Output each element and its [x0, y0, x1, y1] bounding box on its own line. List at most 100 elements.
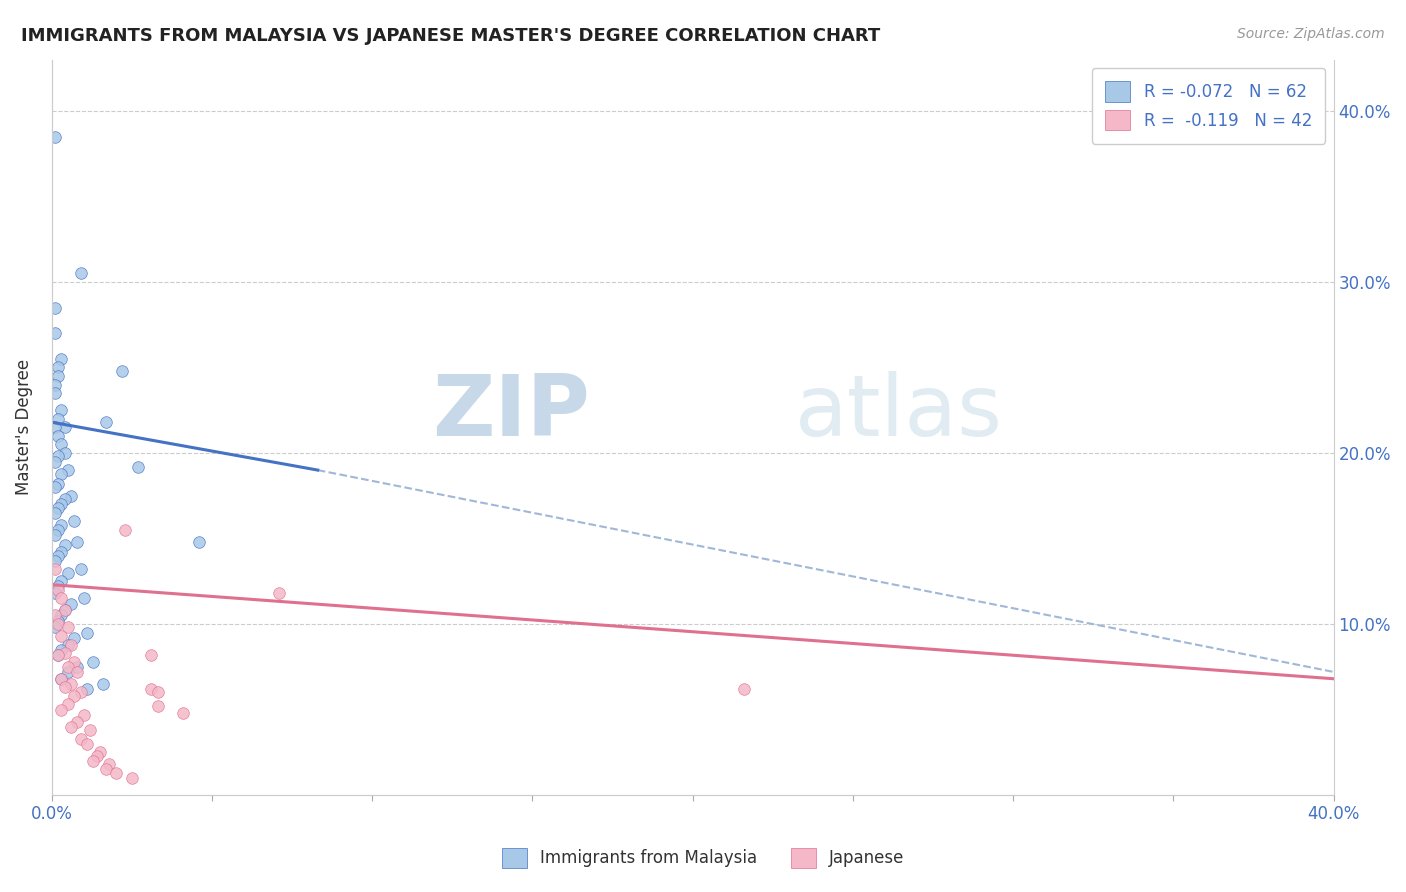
- Point: [114, 523, 136, 537]
- Point: [733, 681, 755, 696]
- Point: [86, 748, 108, 763]
- Point: [66, 535, 89, 549]
- Point: [46, 549, 69, 563]
- Point: [46, 648, 69, 662]
- Point: [46, 369, 69, 384]
- Point: [104, 765, 127, 780]
- Point: [96, 415, 118, 429]
- Point: [59, 720, 82, 734]
- Point: [53, 492, 76, 507]
- Point: [56, 698, 79, 712]
- Point: [51, 517, 73, 532]
- Point: [59, 489, 82, 503]
- Point: [51, 608, 73, 623]
- Point: [46, 614, 69, 628]
- Point: [146, 699, 169, 714]
- Point: [46, 360, 69, 375]
- Point: [51, 467, 73, 481]
- Point: [51, 672, 73, 686]
- Point: [96, 763, 118, 777]
- Point: [51, 545, 73, 559]
- Point: [69, 266, 91, 280]
- Point: [46, 648, 69, 662]
- Point: [73, 591, 96, 606]
- Point: [53, 420, 76, 434]
- Point: [53, 646, 76, 660]
- Point: [76, 681, 98, 696]
- Point: [63, 515, 86, 529]
- Point: [51, 629, 73, 643]
- Point: [44, 480, 66, 494]
- Legend: Immigrants from Malaysia, Japanese: Immigrants from Malaysia, Japanese: [495, 841, 911, 875]
- Point: [66, 665, 89, 679]
- Point: [56, 463, 79, 477]
- Point: [56, 665, 79, 679]
- Point: [44, 528, 66, 542]
- Point: [69, 731, 91, 746]
- Point: [73, 707, 96, 722]
- Point: [76, 625, 98, 640]
- Point: [44, 301, 66, 315]
- Point: [56, 638, 79, 652]
- Point: [59, 597, 82, 611]
- Point: [89, 745, 111, 759]
- Text: atlas: atlas: [796, 371, 1004, 454]
- Point: [82, 655, 104, 669]
- Point: [44, 554, 66, 568]
- Point: [51, 437, 73, 451]
- Point: [53, 681, 76, 695]
- Point: [56, 620, 79, 634]
- Point: [111, 364, 134, 378]
- Point: [53, 603, 76, 617]
- Point: [269, 586, 291, 600]
- Text: IMMIGRANTS FROM MALAYSIA VS JAPANESE MASTER'S DEGREE CORRELATION CHART: IMMIGRANTS FROM MALAYSIA VS JAPANESE MAS…: [21, 27, 880, 45]
- Point: [172, 706, 194, 720]
- Point: [44, 420, 66, 434]
- Point: [63, 689, 86, 703]
- Point: [63, 655, 86, 669]
- Text: Source: ZipAtlas.com: Source: ZipAtlas.com: [1237, 27, 1385, 41]
- Point: [46, 500, 69, 515]
- Point: [69, 562, 91, 576]
- Point: [44, 586, 66, 600]
- Point: [127, 459, 149, 474]
- Point: [51, 403, 73, 417]
- Point: [56, 660, 79, 674]
- Point: [139, 681, 162, 696]
- Point: [69, 685, 91, 699]
- Point: [56, 566, 79, 580]
- Point: [51, 351, 73, 366]
- Point: [51, 672, 73, 686]
- Point: [46, 523, 69, 537]
- Legend: R = -0.072   N = 62, R =  -0.119   N = 42: R = -0.072 N = 62, R = -0.119 N = 42: [1092, 68, 1326, 144]
- Point: [59, 638, 82, 652]
- Point: [53, 603, 76, 617]
- Point: [51, 574, 73, 589]
- Point: [44, 620, 66, 634]
- Point: [44, 562, 66, 576]
- Point: [188, 535, 211, 549]
- Point: [146, 685, 169, 699]
- Point: [46, 429, 69, 443]
- Point: [139, 648, 162, 662]
- Point: [51, 702, 73, 716]
- Point: [59, 677, 82, 691]
- Point: [91, 677, 114, 691]
- Point: [98, 757, 121, 772]
- Y-axis label: Master's Degree: Master's Degree: [15, 359, 32, 495]
- Point: [79, 723, 101, 737]
- Point: [53, 446, 76, 460]
- Point: [51, 591, 73, 606]
- Point: [76, 737, 98, 751]
- Point: [44, 326, 66, 341]
- Point: [46, 450, 69, 464]
- Point: [44, 386, 66, 401]
- Point: [51, 642, 73, 657]
- Point: [66, 660, 89, 674]
- Point: [46, 579, 69, 593]
- Point: [53, 538, 76, 552]
- Point: [51, 497, 73, 511]
- Point: [44, 129, 66, 144]
- Point: [63, 631, 86, 645]
- Point: [121, 771, 143, 785]
